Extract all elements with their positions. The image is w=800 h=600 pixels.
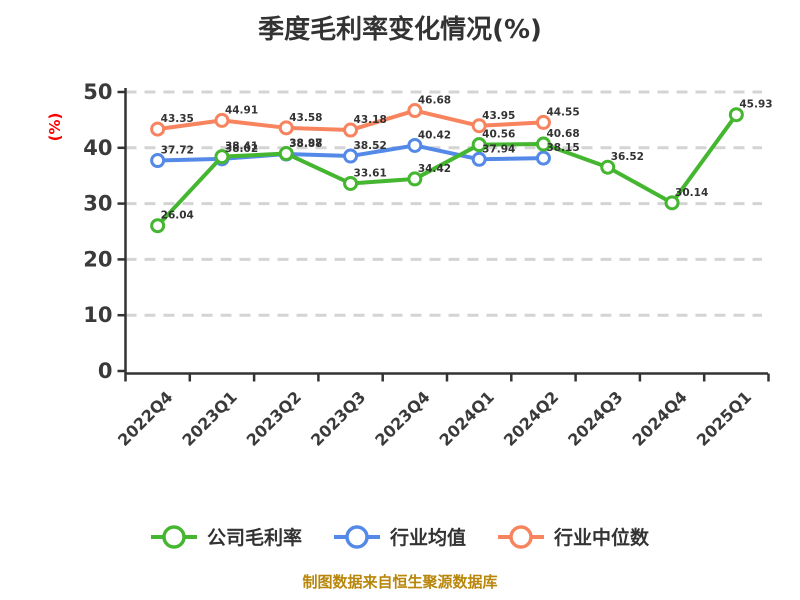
y-tick-label: 30 [83, 192, 112, 216]
legend-item[interactable]: 行业均值 [334, 525, 466, 549]
legend-item-label: 行业均值 [389, 526, 466, 549]
industry-median-data-point-label: 44.55 [546, 106, 579, 118]
company-data-point-marker [407, 171, 423, 187]
y-tick-label: 10 [83, 303, 112, 327]
company-data-point-label: 26.04 [161, 210, 194, 222]
company-data-point-marker [343, 175, 359, 191]
series-layer [150, 103, 744, 234]
company-data-point-marker [278, 146, 294, 162]
industry-avg-data-point-label: 38.02 [225, 143, 258, 155]
x-tick-label: 2023Q3 [307, 387, 369, 449]
x-tick-label: 2025Q1 [693, 387, 755, 449]
company-data-point-marker [150, 218, 166, 234]
industry-avg-data-point-label: 38.52 [354, 140, 387, 152]
footer-note: 制图数据来自恒生聚源数据库 [302, 573, 497, 591]
industry-median-data-point-marker [471, 118, 487, 134]
legend-item-label: 行业中位数 [553, 526, 650, 549]
company-data-point-label: 34.42 [418, 163, 451, 175]
y-tick-label: 20 [83, 247, 112, 271]
legend-item[interactable]: 公司毛利率 [151, 525, 302, 549]
industry-median-data-point-marker [150, 121, 166, 137]
y-tick-label: 0 [98, 359, 113, 383]
company-data-point-marker [471, 137, 487, 153]
company-series-line [155, 112, 739, 228]
company-data-point-label: 30.14 [675, 187, 708, 199]
industry-median-data-point-label: 43.35 [161, 113, 194, 125]
x-tick-label: 2024Q3 [564, 387, 626, 449]
x-tick-label: 2023Q1 [178, 387, 240, 449]
industry-median-data-point-marker [278, 120, 294, 136]
x-tick-label: 2024Q1 [436, 387, 498, 449]
x-tick-label: 2023Q4 [371, 387, 433, 449]
company-data-point-marker [600, 159, 616, 175]
legend-circle-marker-icon [162, 525, 186, 549]
x-tick-label: 2024Q2 [500, 387, 562, 449]
industry-avg-data-point-marker [150, 153, 166, 169]
industry-avg-data-point-label: 37.94 [482, 143, 515, 155]
company-data-point-marker [664, 195, 680, 211]
industry-median-data-point-label: 43.18 [354, 114, 387, 126]
industry-median-data-point-marker [214, 112, 230, 128]
industry-avg-data-point-label: 38.88 [289, 138, 322, 150]
industry-avg-data-point-marker [471, 151, 487, 167]
industry-avg-data-point-marker [343, 148, 359, 164]
company-data-point-label: 40.56 [482, 129, 515, 141]
company-data-point-label: 40.68 [546, 128, 579, 140]
industry-median-data-point-label: 43.95 [482, 110, 515, 122]
industry-avg-data-point-label: 40.42 [418, 129, 451, 141]
industry-avg-data-point-marker [535, 150, 551, 166]
legend-circle-marker-icon [345, 525, 369, 549]
industry-median-data-point-label: 44.91 [225, 104, 258, 116]
x-tick-label: 2023Q2 [243, 387, 305, 449]
industry-avg-data-point-marker [407, 137, 423, 153]
company-data-point-label: 38.97 [289, 138, 322, 150]
legend-item-label: 公司毛利率 [207, 526, 302, 549]
company-data-point-marker [214, 149, 230, 165]
chart-title: 季度毛利率变化情况(%) [258, 14, 542, 45]
point-labels-layer: 26.04 38.41 38.97 33.61 34.42 40.56 40.68 36.52… [161, 95, 773, 222]
x-tick-label: 2022Q4 [114, 387, 176, 449]
legend-item[interactable]: 行业中位数 [498, 525, 650, 549]
legend: 公司毛利率 行业均值 行业中位数 [151, 525, 650, 549]
company-data-point-label: 33.61 [354, 167, 387, 179]
industry-avg-data-point-label: 37.72 [161, 145, 194, 157]
company-data-point-label: 45.93 [739, 99, 772, 111]
x-tick-label: 2024Q4 [628, 387, 690, 449]
industry-median-data-point-marker [343, 122, 359, 138]
industry-median-data-point-label: 46.68 [418, 95, 451, 107]
company-data-point-marker [728, 107, 744, 123]
y-tick-label: 40 [83, 136, 112, 160]
legend-circle-marker-icon [509, 525, 533, 549]
industry-median-data-point-label: 43.58 [289, 112, 322, 124]
y-tick-label: 50 [83, 80, 112, 104]
industry-median-data-point-marker [407, 103, 423, 119]
industry-median-data-point-marker [535, 114, 551, 130]
company-data-point-label: 38.41 [225, 141, 258, 153]
industry-avg-data-point-label: 38.15 [546, 142, 579, 154]
y-axis-unit-label: (%) [46, 113, 64, 142]
company-data-point-marker [535, 136, 551, 152]
company-data-point-label: 36.52 [611, 151, 644, 163]
